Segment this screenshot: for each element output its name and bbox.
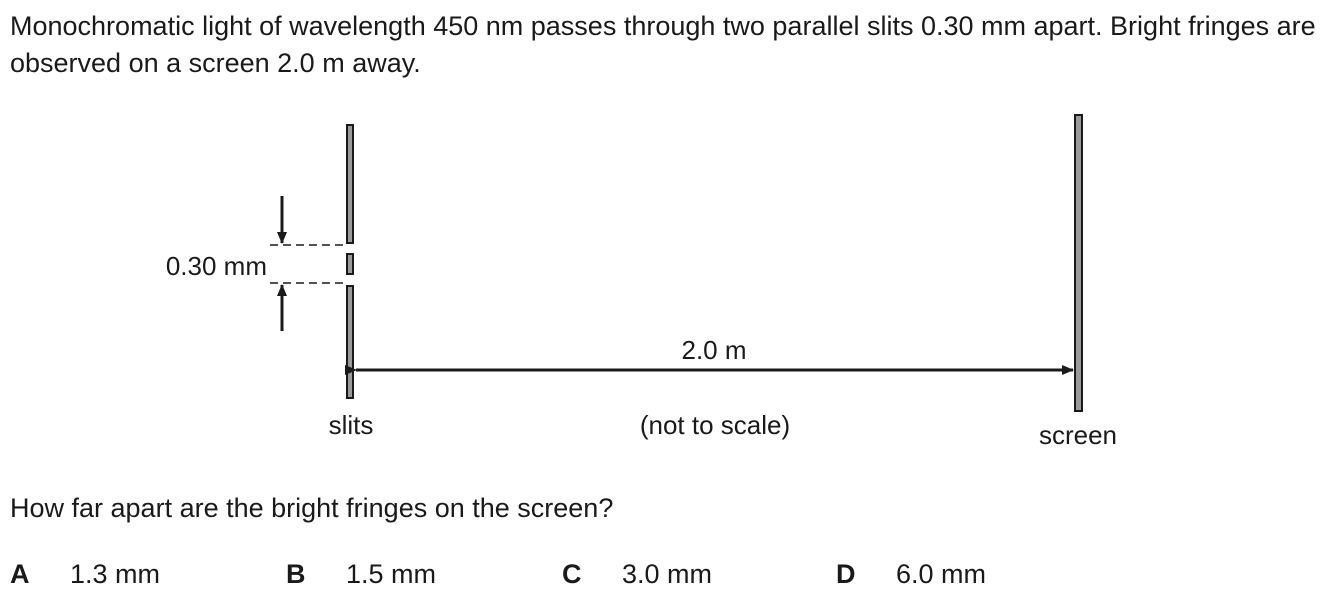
option-d-text: 6.0 mm <box>896 559 987 589</box>
distance-label: 2.0 m <box>681 335 746 365</box>
option-b-letter: B <box>286 559 306 589</box>
slit-separation-label: 0.30 mm <box>166 251 267 281</box>
option-a[interactable]: A 1.3 mm <box>10 556 160 593</box>
answer-options: A 1.3 mm B 1.5 mm C 3.0 mm D 6.0 mm <box>10 556 1210 596</box>
question-prompt: How far apart are the bright fringes on … <box>10 493 614 523</box>
option-a-text: 1.3 mm <box>70 559 161 589</box>
option-c[interactable]: C 3.0 mm <box>562 556 712 593</box>
not-to-scale-note: (not to scale) <box>640 410 790 440</box>
option-a-letter: A <box>10 559 30 589</box>
screen-bar <box>1074 114 1083 412</box>
slit-barrier-lower <box>346 285 354 399</box>
option-d-letter: D <box>836 559 856 589</box>
option-c-text: 3.0 mm <box>622 559 713 589</box>
option-c-letter: C <box>562 559 582 589</box>
screen-label: screen <box>1039 420 1117 450</box>
slit-barrier-middle <box>346 253 354 275</box>
option-b-text: 1.5 mm <box>346 559 437 589</box>
question-stem: Monochromatic light of wavelength 450 nm… <box>10 11 1316 78</box>
option-d[interactable]: D 6.0 mm <box>836 556 986 593</box>
option-b[interactable]: B 1.5 mm <box>286 556 436 593</box>
slits-label: slits <box>329 410 374 440</box>
slit-barrier-upper <box>346 124 354 244</box>
